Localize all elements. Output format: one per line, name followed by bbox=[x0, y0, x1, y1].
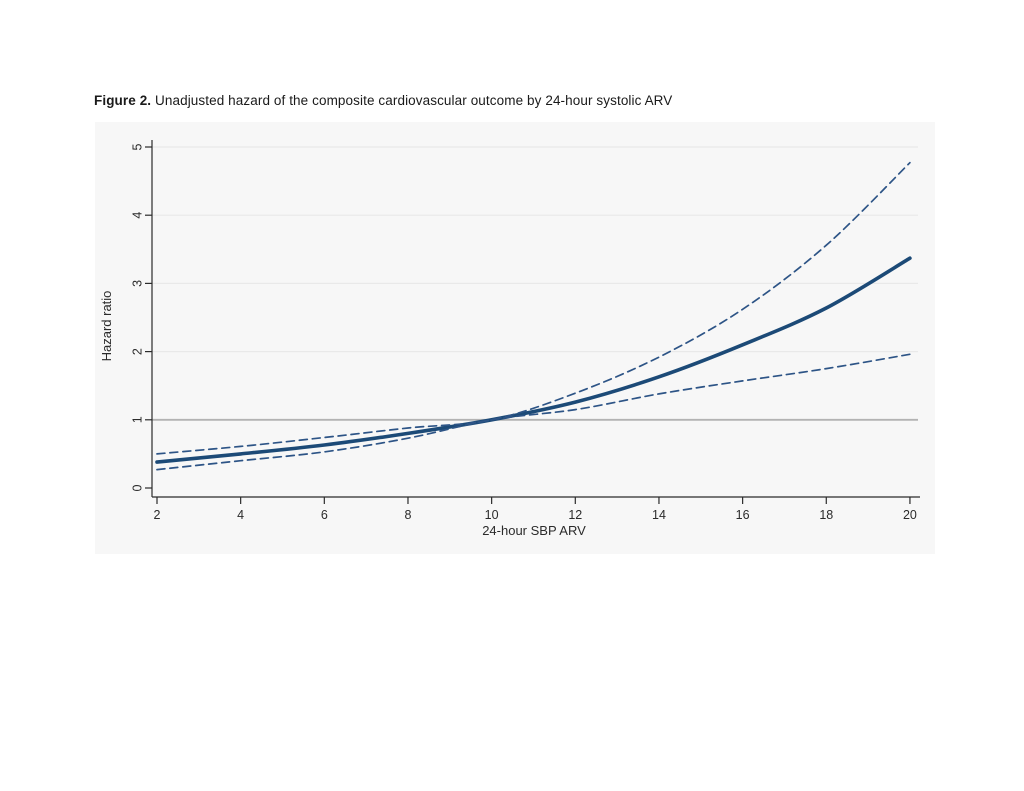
x-tick-label-6: 6 bbox=[321, 508, 328, 522]
x-tick-label-8: 8 bbox=[405, 508, 412, 522]
x-tick-label-4: 4 bbox=[237, 508, 244, 522]
ci-lower-curve bbox=[156, 353, 911, 471]
figure-caption-number: Figure 2. bbox=[94, 93, 152, 108]
y-tick-label-1: 1 bbox=[130, 416, 144, 423]
x-tick-label-20: 20 bbox=[903, 508, 917, 522]
hazard-ratio-curve bbox=[155, 256, 912, 464]
y-tick-label-2: 2 bbox=[130, 348, 144, 355]
y-tick-label-4: 4 bbox=[130, 212, 144, 219]
y-tick-label-0: 0 bbox=[130, 484, 144, 491]
y-axis-title: Hazard ratio bbox=[99, 291, 114, 362]
y-tick-label-5: 5 bbox=[130, 143, 144, 150]
x-axis-title: 24-hour SBP ARV bbox=[482, 523, 586, 538]
x-tick-label-18: 18 bbox=[819, 508, 833, 522]
figure-caption: Figure 2. Unadjusted hazard of the compo… bbox=[94, 93, 954, 108]
x-tick-label-10: 10 bbox=[485, 508, 499, 522]
x-tick-label-2: 2 bbox=[154, 508, 161, 522]
y-tick-label-3: 3 bbox=[130, 280, 144, 287]
x-tick-label-12: 12 bbox=[568, 508, 582, 522]
chart-region: 0 1 2 3 4 5 2 4 6 8 10 12 14 16 18 20 Hazard ratio 24-hou… bbox=[95, 122, 935, 554]
x-tick-label-14: 14 bbox=[652, 508, 666, 522]
x-tick-label-16: 16 bbox=[736, 508, 750, 522]
figure-caption-text: Unadjusted hazard of the composite cardi… bbox=[151, 93, 673, 108]
